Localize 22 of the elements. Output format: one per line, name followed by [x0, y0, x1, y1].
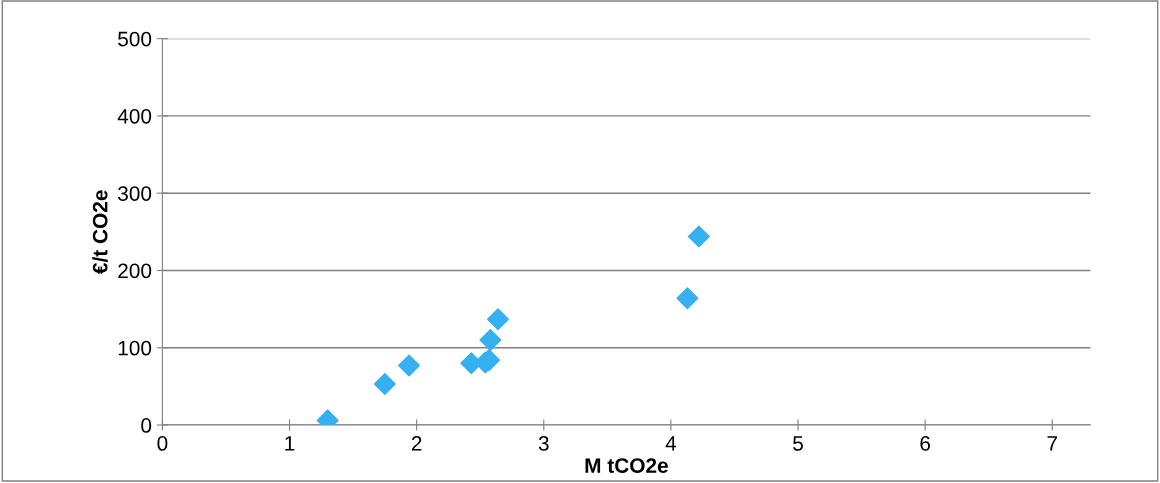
x-tick-label: 0 [157, 436, 168, 451]
x-tick-label: 7 [1047, 436, 1058, 451]
y-tick-label: 300 [118, 186, 152, 201]
y-tick-label: 500 [118, 31, 152, 47]
y-tick-label: 100 [118, 340, 152, 356]
point [398, 354, 421, 377]
x-tick-label: 2 [411, 436, 422, 451]
point [487, 308, 510, 331]
y-tick-label: 0 [141, 418, 152, 433]
x-tick-label: 3 [538, 436, 549, 451]
y-tick-label: 200 [118, 263, 152, 279]
x-tick-label: 6 [920, 436, 931, 451]
y-tick-label: 400 [117, 108, 152, 124]
point [687, 225, 710, 248]
x-axis-title: M tCO2e [585, 458, 668, 473]
point [676, 287, 699, 310]
y-axis-title: €/t CO2e [92, 190, 108, 274]
x-tick-label: 4 [665, 436, 677, 451]
point [479, 329, 502, 352]
x-tick-label: 5 [793, 436, 803, 451]
point [373, 373, 396, 396]
x-tick-label: 1 [285, 436, 295, 451]
